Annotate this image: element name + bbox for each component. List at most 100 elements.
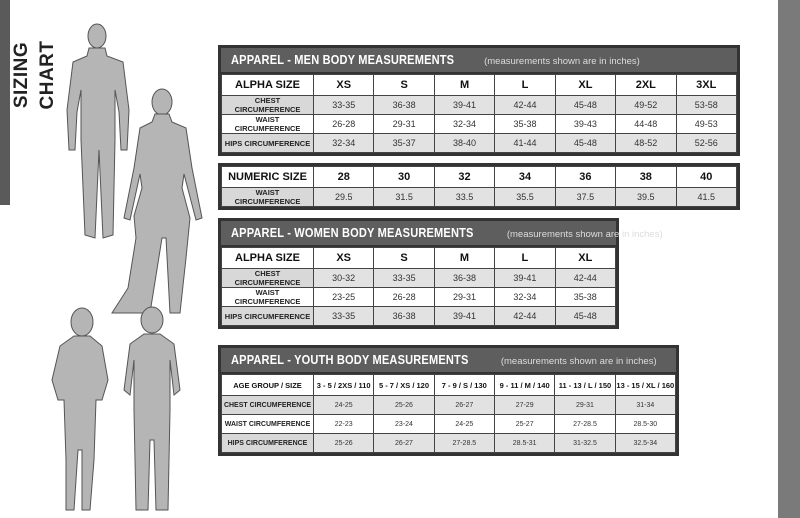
table-cell: 33-35 <box>312 306 375 326</box>
table-row: WAIST CIRCUMFERENCE 22-23 23-24 24-25 25-27 2… <box>221 414 677 434</box>
table-cell: 45-48 <box>554 133 617 153</box>
row-label: HIPS CIRCUMFERENCE <box>221 133 314 153</box>
table-row: CHEST CIRCUMFERENCE 33-35 36-38 39-41 42-44 4… <box>221 95 738 115</box>
table-cell: 38-40 <box>433 133 496 153</box>
table-cell: XS <box>312 74 375 96</box>
table-cell: 49-52 <box>615 95 677 115</box>
table-cell: 32-34 <box>312 133 375 153</box>
table-cell: 39-41 <box>494 268 556 288</box>
table-cell: 39-43 <box>554 114 617 134</box>
table-cell: 36-38 <box>433 268 496 288</box>
table-cell: 39-41 <box>433 306 496 326</box>
table-row: WAIST CIRCUMFERENCE 29.5 31.5 33.5 35.5 37.5 3… <box>221 187 738 207</box>
table-cell: 25-27 <box>493 414 556 434</box>
row-label: HIPS CIRCUMFERENCE <box>221 306 314 326</box>
table-cell: 30 <box>373 166 435 188</box>
table-cell: 39.5 <box>615 187 677 207</box>
table-cell: 35-38 <box>494 114 556 134</box>
table-header-row: ALPHA SIZE XS S M L XL 2XL 3XL <box>221 74 738 96</box>
table-cell: 39-41 <box>433 95 496 115</box>
table-cell: 53-58 <box>675 95 738 115</box>
women-measurements-table: APPAREL - WOMEN BODY MEASUREMENTS (measu… <box>218 218 663 329</box>
table-cell: 32.5-34 <box>614 433 677 453</box>
row-label: CHEST CIRCUMFERENCE <box>221 395 314 415</box>
table-cell: 35.5 <box>494 187 556 207</box>
table-row: HIPS CIRCUMFERENCE 32-34 35-37 38-40 41-44 45… <box>221 133 738 153</box>
table-cell: 27-29 <box>493 395 556 415</box>
woman-silhouette-icon <box>111 88 203 314</box>
table-cell: 31.5 <box>373 187 435 207</box>
table-cell: XL <box>554 74 617 96</box>
table-cell: 27-28.5 <box>554 414 616 434</box>
youth-table-subtitle: (measurements shown are in inches) <box>500 356 657 367</box>
men-table-subtitle: (measurements shown are in inches) <box>484 56 640 67</box>
table-cell: 26-27 <box>433 395 495 415</box>
table-cell: 31-32.5 <box>554 433 616 453</box>
women-size-grid: ALPHA SIZE XS S M L XL CHEST CIRCUMFERENCE 30-3… <box>221 247 617 326</box>
table-header-row: ALPHA SIZE XS S M L XL <box>221 247 617 269</box>
row-label: ALPHA SIZE <box>221 247 314 269</box>
table-cell: 29-31 <box>554 395 616 415</box>
table-cell: S <box>373 247 435 269</box>
table-cell: 32-34 <box>494 287 556 307</box>
table-cell: 32 <box>433 166 496 188</box>
table-cell: 37.5 <box>554 187 617 207</box>
table-cell: 28.5-31 <box>493 433 556 453</box>
man-silhouette-icon <box>66 23 130 239</box>
numeric-size-table: NUMERIC SIZE 28 30 32 34 36 38 40 WAIST CIRCUMFE… <box>218 163 740 210</box>
table-cell: 38 <box>615 166 677 188</box>
row-label: ALPHA SIZE <box>221 74 314 96</box>
table-row: CHEST CIRCUMFERENCE 24-25 25-26 26-27 27-29 2… <box>221 395 677 415</box>
youth-size-grid: AGE GROUP / SIZE 3 - 5 / 2XS / 110 5 - 7 /… <box>221 374 677 453</box>
table-cell: 22-23 <box>312 414 375 434</box>
table-cell: 25-26 <box>373 395 435 415</box>
table-cell: 48-52 <box>615 133 677 153</box>
women-table-subtitle: (measurements shown are in inches) <box>506 229 663 240</box>
table-cell: 44-48 <box>615 114 677 134</box>
table-cell: 24-25 <box>433 414 495 434</box>
women-table-title: APPAREL - WOMEN BODY MEASUREMENTS <box>231 225 474 240</box>
table-row: HIPS CIRCUMFERENCE 33-35 36-38 39-41 42-44 45… <box>221 306 617 326</box>
row-label: WAIST CIRCUMFERENCE <box>221 187 314 207</box>
table-cell: 32-34 <box>433 114 496 134</box>
table-row: CHEST CIRCUMFERENCE 30-32 33-35 36-38 39-41 4… <box>221 268 617 288</box>
table-cell: 36-38 <box>373 306 435 326</box>
row-label: WAIST CIRCUMFERENCE <box>221 287 314 307</box>
table-cell: 23-25 <box>312 287 375 307</box>
table-cell: M <box>433 247 496 269</box>
table-cell: 42-44 <box>554 268 617 288</box>
table-cell: 40 <box>675 166 738 188</box>
table-cell: 28 <box>312 166 375 188</box>
table-cell: 45-48 <box>554 95 617 115</box>
men-table-title: APPAREL - MEN BODY MEASUREMENTS <box>231 52 455 67</box>
page-title: SIZING CHART <box>11 40 58 110</box>
table-cell: 33-35 <box>373 268 435 288</box>
table-header-row: NUMERIC SIZE 28 30 32 34 36 38 40 <box>221 166 738 188</box>
men-table-header: APPAREL - MEN BODY MEASUREMENTS (measure… <box>221 48 737 74</box>
table-cell: 29.5 <box>312 187 375 207</box>
row-label: AGE GROUP / SIZE <box>221 374 314 396</box>
table-cell: L <box>494 74 556 96</box>
table-header-row: AGE GROUP / SIZE 3 - 5 / 2XS / 110 5 - 7 /… <box>221 374 677 396</box>
youth-table-header: APPAREL - YOUTH BODY MEASUREMENTS (measu… <box>221 348 676 374</box>
table-cell: XL <box>554 247 617 269</box>
table-cell: 49-53 <box>675 114 738 134</box>
youth-silhouettes-icon <box>51 306 181 511</box>
table-cell: 26-28 <box>312 114 375 134</box>
table-cell: 3XL <box>675 74 738 96</box>
table-cell: 42-44 <box>494 95 556 115</box>
table-cell: 45-48 <box>554 306 617 326</box>
table-cell: XS <box>312 247 375 269</box>
table-cell: 26-27 <box>373 433 435 453</box>
youth-measurements-table: APPAREL - YOUTH BODY MEASUREMENTS (measu… <box>218 345 679 456</box>
table-cell: 27-28.5 <box>433 433 495 453</box>
table-cell: 5 - 7 / XS / 120 <box>373 374 435 396</box>
table-cell: 29-31 <box>433 287 496 307</box>
table-cell: 11 - 13 / L / 150 <box>554 374 616 396</box>
table-cell: 41-44 <box>494 133 556 153</box>
row-label: CHEST CIRCUMFERENCE <box>221 268 314 288</box>
table-cell: 2XL <box>615 74 677 96</box>
left-accent-bar <box>0 0 10 205</box>
table-cell: 36-38 <box>373 95 435 115</box>
right-accent-bar <box>778 0 800 518</box>
